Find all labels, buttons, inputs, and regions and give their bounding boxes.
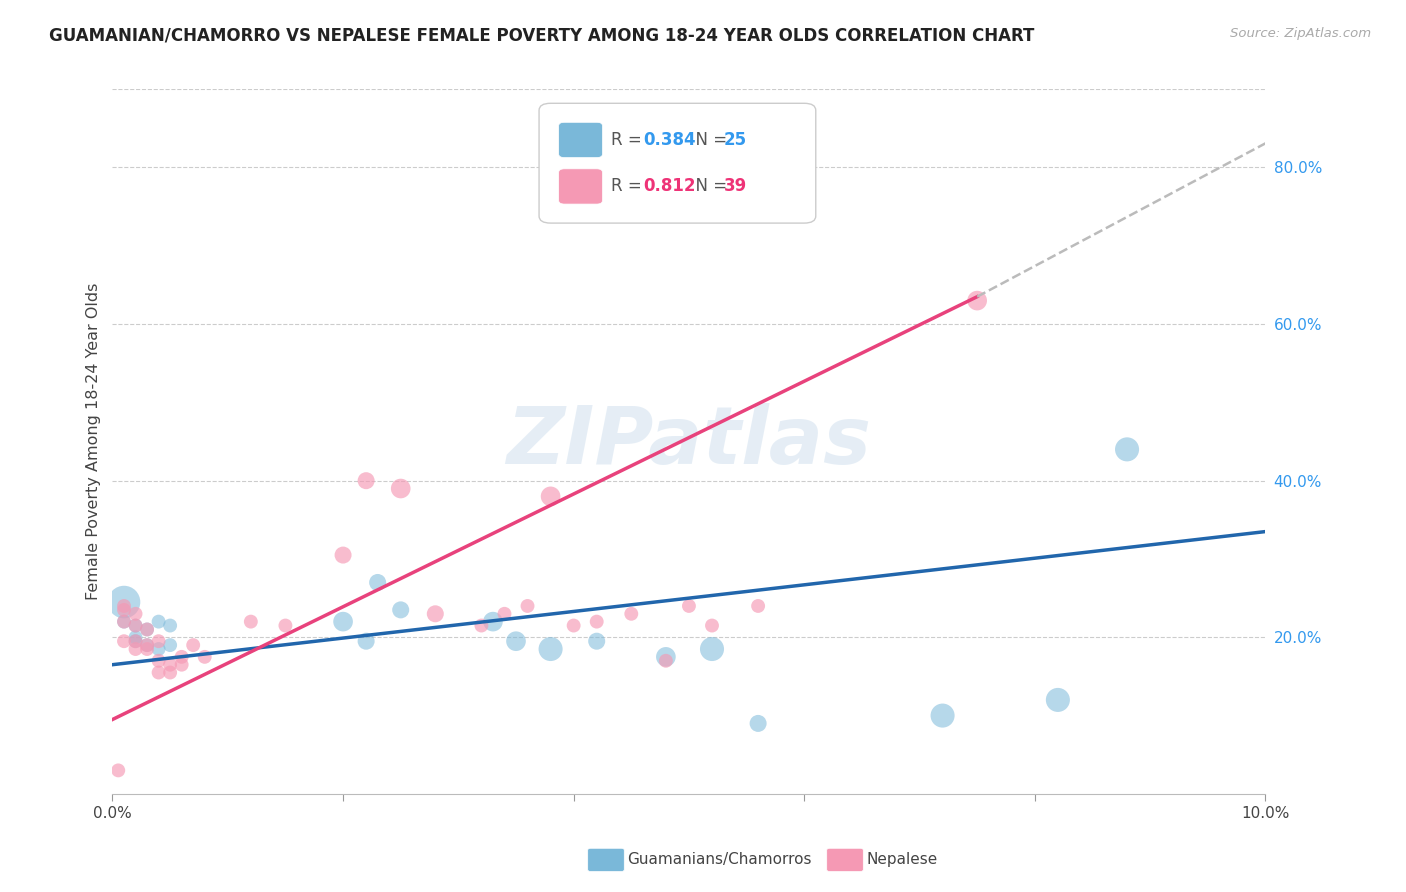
Text: 0.812: 0.812	[643, 178, 696, 195]
Point	[505, 634, 527, 648]
Text: Source: ZipAtlas.com: Source: ZipAtlas.com	[1230, 27, 1371, 40]
Point	[124, 634, 146, 648]
Point	[124, 630, 146, 644]
Text: 25: 25	[724, 131, 747, 149]
Point	[239, 615, 262, 629]
Text: N =: N =	[686, 178, 733, 195]
Point	[470, 618, 492, 632]
Y-axis label: Female Poverty Among 18-24 Year Olds: Female Poverty Among 18-24 Year Olds	[86, 283, 101, 600]
Point	[425, 607, 447, 621]
Point	[620, 607, 643, 621]
Text: Nepalese: Nepalese	[866, 853, 938, 867]
Point	[678, 599, 700, 613]
Text: N =: N =	[686, 131, 733, 149]
Point	[655, 654, 678, 668]
Point	[494, 607, 516, 621]
Point	[136, 638, 159, 652]
Point	[112, 634, 135, 648]
Point	[136, 642, 159, 657]
Point	[540, 642, 562, 657]
Point	[124, 618, 146, 632]
Text: 0.384: 0.384	[643, 131, 696, 149]
Point	[700, 618, 723, 632]
Point	[136, 623, 159, 637]
Point	[124, 642, 146, 657]
Point	[112, 595, 135, 609]
FancyBboxPatch shape	[538, 103, 815, 223]
Point	[540, 489, 562, 503]
Point	[354, 474, 377, 488]
Point	[170, 649, 193, 664]
Point	[389, 482, 412, 496]
Point	[367, 575, 389, 590]
FancyBboxPatch shape	[558, 169, 603, 204]
Point	[482, 615, 505, 629]
Point	[136, 638, 159, 652]
Point	[585, 634, 607, 648]
Point	[124, 618, 146, 632]
Point	[585, 615, 607, 629]
Point	[159, 657, 181, 672]
Point	[966, 293, 988, 308]
Point	[170, 657, 193, 672]
Point	[700, 642, 723, 657]
Text: ZIPatlas: ZIPatlas	[506, 402, 872, 481]
Point	[159, 618, 181, 632]
Point	[747, 599, 769, 613]
Point	[1116, 442, 1139, 457]
Point	[274, 618, 297, 632]
Point	[136, 623, 159, 637]
Point	[112, 603, 135, 617]
Point	[112, 599, 135, 613]
Text: R =: R =	[610, 178, 647, 195]
Point	[148, 634, 170, 648]
Point	[148, 615, 170, 629]
Point	[655, 649, 678, 664]
Point	[107, 764, 129, 778]
Point	[516, 599, 538, 613]
Point	[562, 618, 585, 632]
Point	[194, 649, 217, 664]
Point	[931, 708, 953, 723]
FancyBboxPatch shape	[558, 122, 603, 158]
Point	[181, 638, 204, 652]
Point	[148, 654, 170, 668]
Text: R =: R =	[610, 131, 647, 149]
Point	[112, 615, 135, 629]
Point	[148, 642, 170, 657]
Point	[148, 665, 170, 680]
Point	[1046, 693, 1069, 707]
Point	[354, 634, 377, 648]
Point	[159, 638, 181, 652]
Point	[332, 615, 354, 629]
Point	[112, 615, 135, 629]
Point	[124, 607, 146, 621]
Text: 39: 39	[724, 178, 747, 195]
Point	[747, 716, 769, 731]
Text: Guamanians/Chamorros: Guamanians/Chamorros	[627, 853, 811, 867]
Point	[389, 603, 412, 617]
Point	[332, 548, 354, 562]
Point	[124, 634, 146, 648]
Text: GUAMANIAN/CHAMORRO VS NEPALESE FEMALE POVERTY AMONG 18-24 YEAR OLDS CORRELATION : GUAMANIAN/CHAMORRO VS NEPALESE FEMALE PO…	[49, 27, 1035, 45]
Point	[159, 665, 181, 680]
